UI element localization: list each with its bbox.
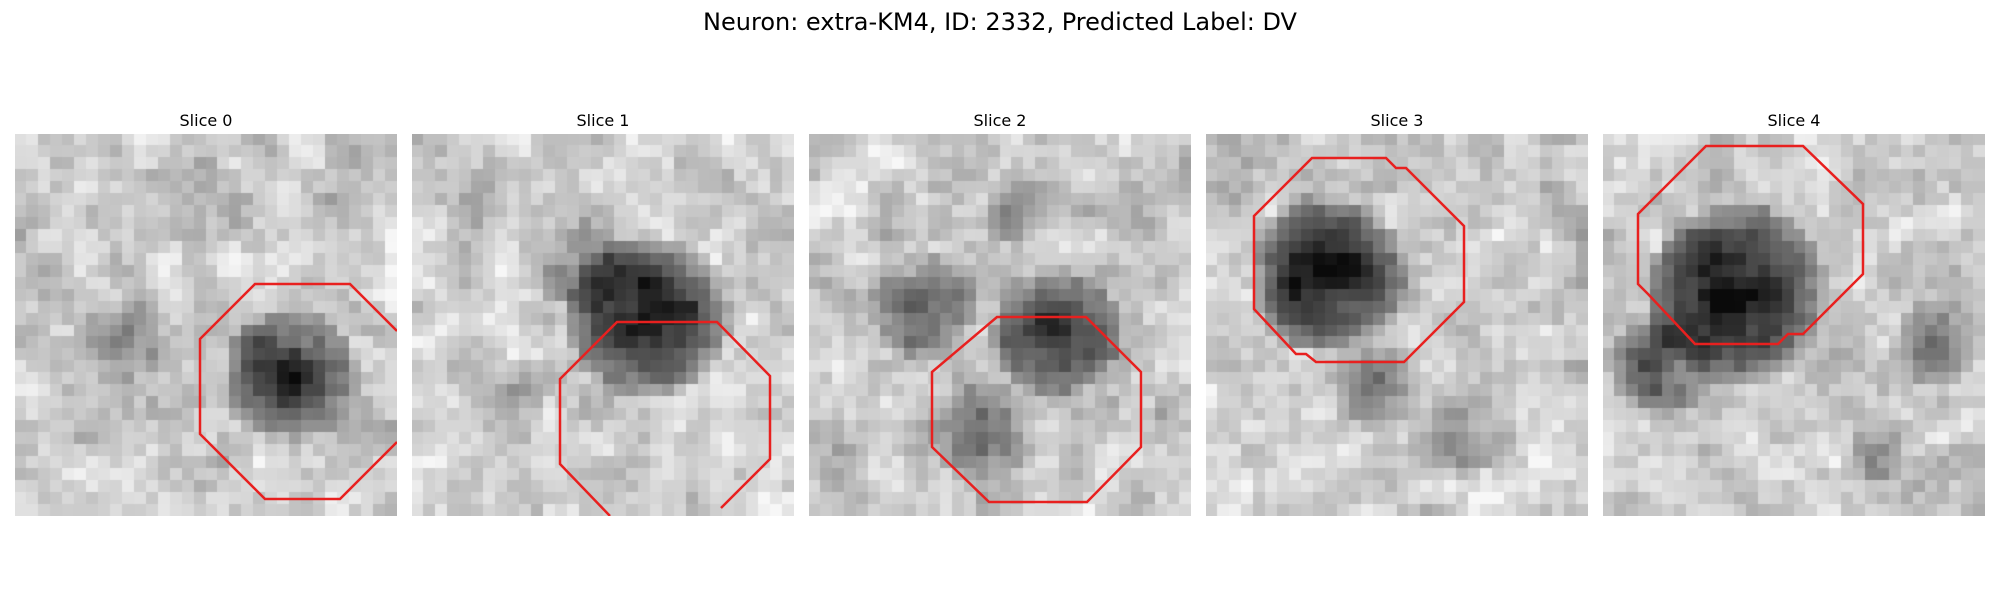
cell-outline-3 <box>1252 156 1466 364</box>
slice-panel-3: Slice 3 <box>1206 111 1588 521</box>
slice-panel-0: Slice 0 <box>15 111 397 521</box>
slice-title-0: Slice 0 <box>179 111 233 130</box>
outline-path-2 <box>930 315 1143 504</box>
cell-outline-4 <box>1636 144 1865 346</box>
outline-path-3 <box>1252 156 1466 364</box>
cell-outline-0 <box>198 282 397 501</box>
slice-image-2 <box>809 134 1191 516</box>
slice-title-4: Slice 4 <box>1767 111 1821 130</box>
slice-title-3: Slice 3 <box>1370 111 1424 130</box>
cell-outline-2 <box>930 315 1143 504</box>
outline-path-0 <box>198 282 397 501</box>
cell-outline-1 <box>558 320 772 516</box>
slice-image-0 <box>15 134 397 516</box>
slice-panel-4: Slice 4 <box>1603 111 1985 521</box>
slice-image-1 <box>412 134 794 516</box>
slice-title-2: Slice 2 <box>973 111 1027 130</box>
slice-title-1: Slice 1 <box>576 111 630 130</box>
outline-path-4 <box>1636 144 1865 346</box>
slice-image-4 <box>1603 134 1985 516</box>
slice-panel-2: Slice 2 <box>809 111 1191 521</box>
outline-path-1 <box>558 320 772 516</box>
figure-title: Neuron: extra-KM4, ID: 2332, Predicted L… <box>703 8 1297 36</box>
slice-panel-1: Slice 1 <box>412 111 794 521</box>
